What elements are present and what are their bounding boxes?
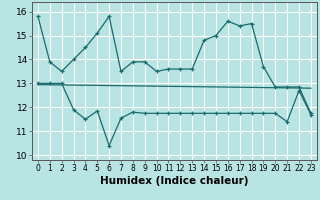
X-axis label: Humidex (Indice chaleur): Humidex (Indice chaleur) <box>100 176 249 186</box>
